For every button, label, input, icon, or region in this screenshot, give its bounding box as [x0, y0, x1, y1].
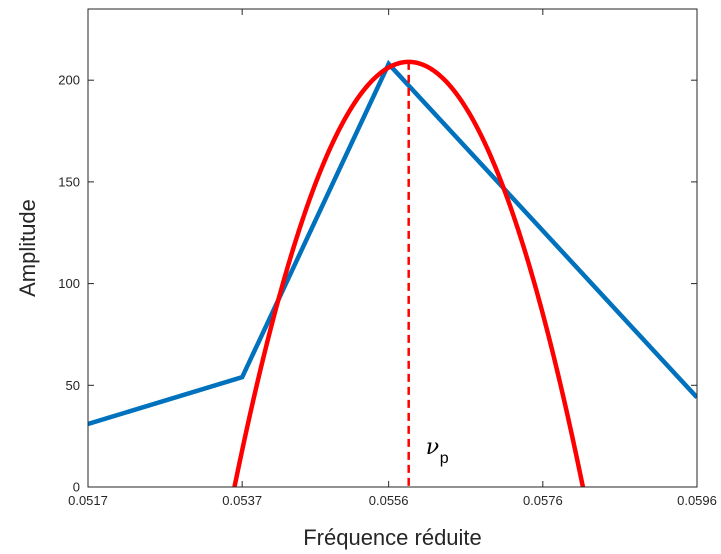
x-tick-label: 0.0517	[68, 493, 108, 508]
series-line-blue	[88, 59, 697, 427]
x-tick-label: 0.0596	[677, 493, 717, 508]
y-tick-label: 50	[66, 378, 80, 393]
y-tick-label: 0	[73, 480, 80, 495]
y-axis-label: Amplitude	[15, 199, 40, 297]
y-tick-label: 200	[58, 73, 80, 88]
x-tick-label: 0.0537	[222, 493, 262, 508]
axis-tick-labels: 0.0517 0.0537 0.0556 0.0576 0.0596 0 50 100 150 2…	[58, 73, 717, 508]
y-tick-label: 150	[58, 174, 80, 189]
peak-frequency-symbol: ν	[426, 435, 439, 460]
x-axis-label: Fréquence réduite	[303, 525, 482, 550]
peak-frequency-subscript: p	[440, 450, 449, 467]
x-tick-label: 0.0556	[369, 493, 409, 508]
x-tick-label: 0.0576	[523, 493, 563, 508]
axis-ticks	[87, 9, 698, 488]
y-tick-label: 100	[58, 276, 80, 291]
plot-frame	[87, 8, 698, 488]
